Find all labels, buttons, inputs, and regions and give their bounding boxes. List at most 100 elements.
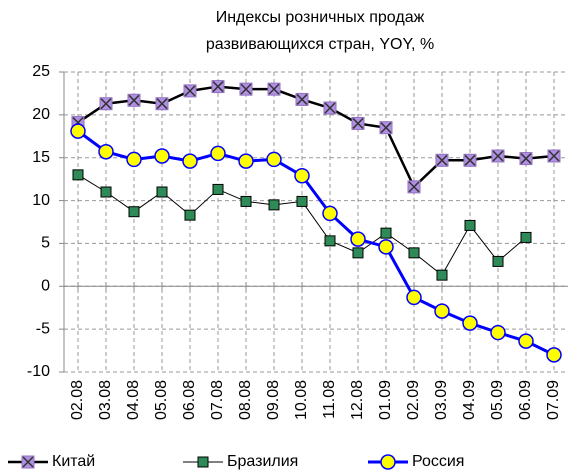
marker (295, 92, 309, 106)
marker (296, 195, 308, 207)
marker-x (22, 456, 34, 468)
marker (547, 149, 561, 163)
y-tick-label: 20 (32, 106, 50, 123)
marker-x (296, 93, 308, 105)
marker-x (520, 153, 532, 165)
legend-marker (21, 455, 35, 469)
y-tick-label: 25 (32, 63, 50, 80)
marker-x (324, 102, 336, 114)
marker (156, 186, 168, 198)
marker (212, 183, 224, 195)
x-tick-label: 12.08 (349, 380, 366, 420)
marker (127, 93, 141, 107)
marker (294, 167, 310, 184)
marker (492, 255, 504, 267)
marker (519, 152, 533, 166)
marker (408, 247, 420, 259)
marker-x (128, 94, 140, 106)
y-tick-label: -5 (36, 320, 50, 337)
marker (352, 247, 364, 259)
marker-x (492, 150, 504, 162)
x-tick-label: 09.08 (265, 380, 282, 420)
marker-x (408, 181, 420, 193)
x-tick-label: 02.08 (69, 380, 86, 420)
marker (463, 153, 477, 167)
marker (491, 149, 505, 163)
marker (323, 101, 337, 115)
marker (184, 209, 196, 221)
marker (183, 84, 197, 98)
marker (98, 143, 114, 160)
y-tick-label: 15 (32, 149, 50, 166)
marker-x (548, 150, 560, 162)
marker (435, 153, 449, 167)
marker (518, 333, 534, 349)
legend-label: Россия (412, 453, 464, 470)
marker (490, 324, 506, 341)
marker (380, 227, 392, 239)
marker (406, 289, 422, 306)
marker (324, 235, 336, 247)
line (77, 85, 555, 189)
x-tick-label: 04.09 (461, 380, 478, 420)
marker (268, 199, 280, 211)
legend-label: Бразилия (227, 453, 298, 470)
marker (434, 303, 450, 319)
marker (128, 206, 140, 218)
marker (126, 151, 142, 168)
x-tick-label: 08.08 (237, 380, 254, 420)
x-tick-label: 11.08 (321, 380, 338, 419)
legend-label: Китай (52, 453, 95, 470)
marker-x (352, 117, 364, 129)
marker-x (212, 81, 224, 93)
marker (464, 219, 476, 231)
marker (182, 153, 198, 169)
marker (350, 231, 366, 247)
x-tick-label: 10.08 (293, 380, 310, 420)
marker-x (268, 83, 280, 95)
chart-title: развивающихся стран, YOY, % (206, 36, 434, 53)
marker (351, 116, 365, 130)
x-tick-label: 07.08 (209, 380, 226, 420)
marker (70, 123, 86, 139)
marker-x (100, 98, 112, 110)
marker (72, 169, 84, 181)
x-tick-label: 05.08 (153, 380, 170, 420)
marker (407, 180, 421, 194)
chart-title: Индексы розничных продаж (216, 9, 425, 26)
marker (211, 80, 225, 94)
marker-x (240, 83, 252, 95)
marker (154, 148, 170, 164)
x-tick-label: 07.09 (545, 380, 562, 420)
line (77, 174, 527, 276)
marker (267, 82, 281, 96)
marker (546, 347, 562, 363)
marker (238, 153, 254, 169)
y-tick-label: 0 (41, 278, 50, 295)
marker-x (380, 122, 392, 134)
marker (378, 239, 394, 255)
x-tick-label: 06.09 (517, 380, 534, 420)
marker-x (436, 154, 448, 166)
marker-x (464, 154, 476, 166)
marker (99, 97, 113, 111)
x-tick-label: 03.08 (97, 380, 114, 420)
x-tick-label: 05.09 (489, 380, 506, 420)
marker (520, 231, 532, 243)
marker (436, 269, 448, 281)
y-tick-label: -10 (27, 363, 50, 380)
y-tick-label: 10 (32, 192, 50, 209)
x-tick-label: 03.09 (433, 380, 450, 420)
marker (240, 195, 252, 207)
marker (266, 151, 282, 168)
legend-marker (197, 456, 209, 468)
x-tick-label: 01.09 (377, 380, 394, 420)
marker (462, 315, 478, 331)
x-tick-label: 02.09 (405, 380, 422, 420)
marker (100, 186, 112, 198)
y-tick-label: 5 (41, 235, 50, 252)
marker (210, 145, 226, 162)
marker (379, 121, 393, 135)
legend-marker (380, 454, 396, 470)
